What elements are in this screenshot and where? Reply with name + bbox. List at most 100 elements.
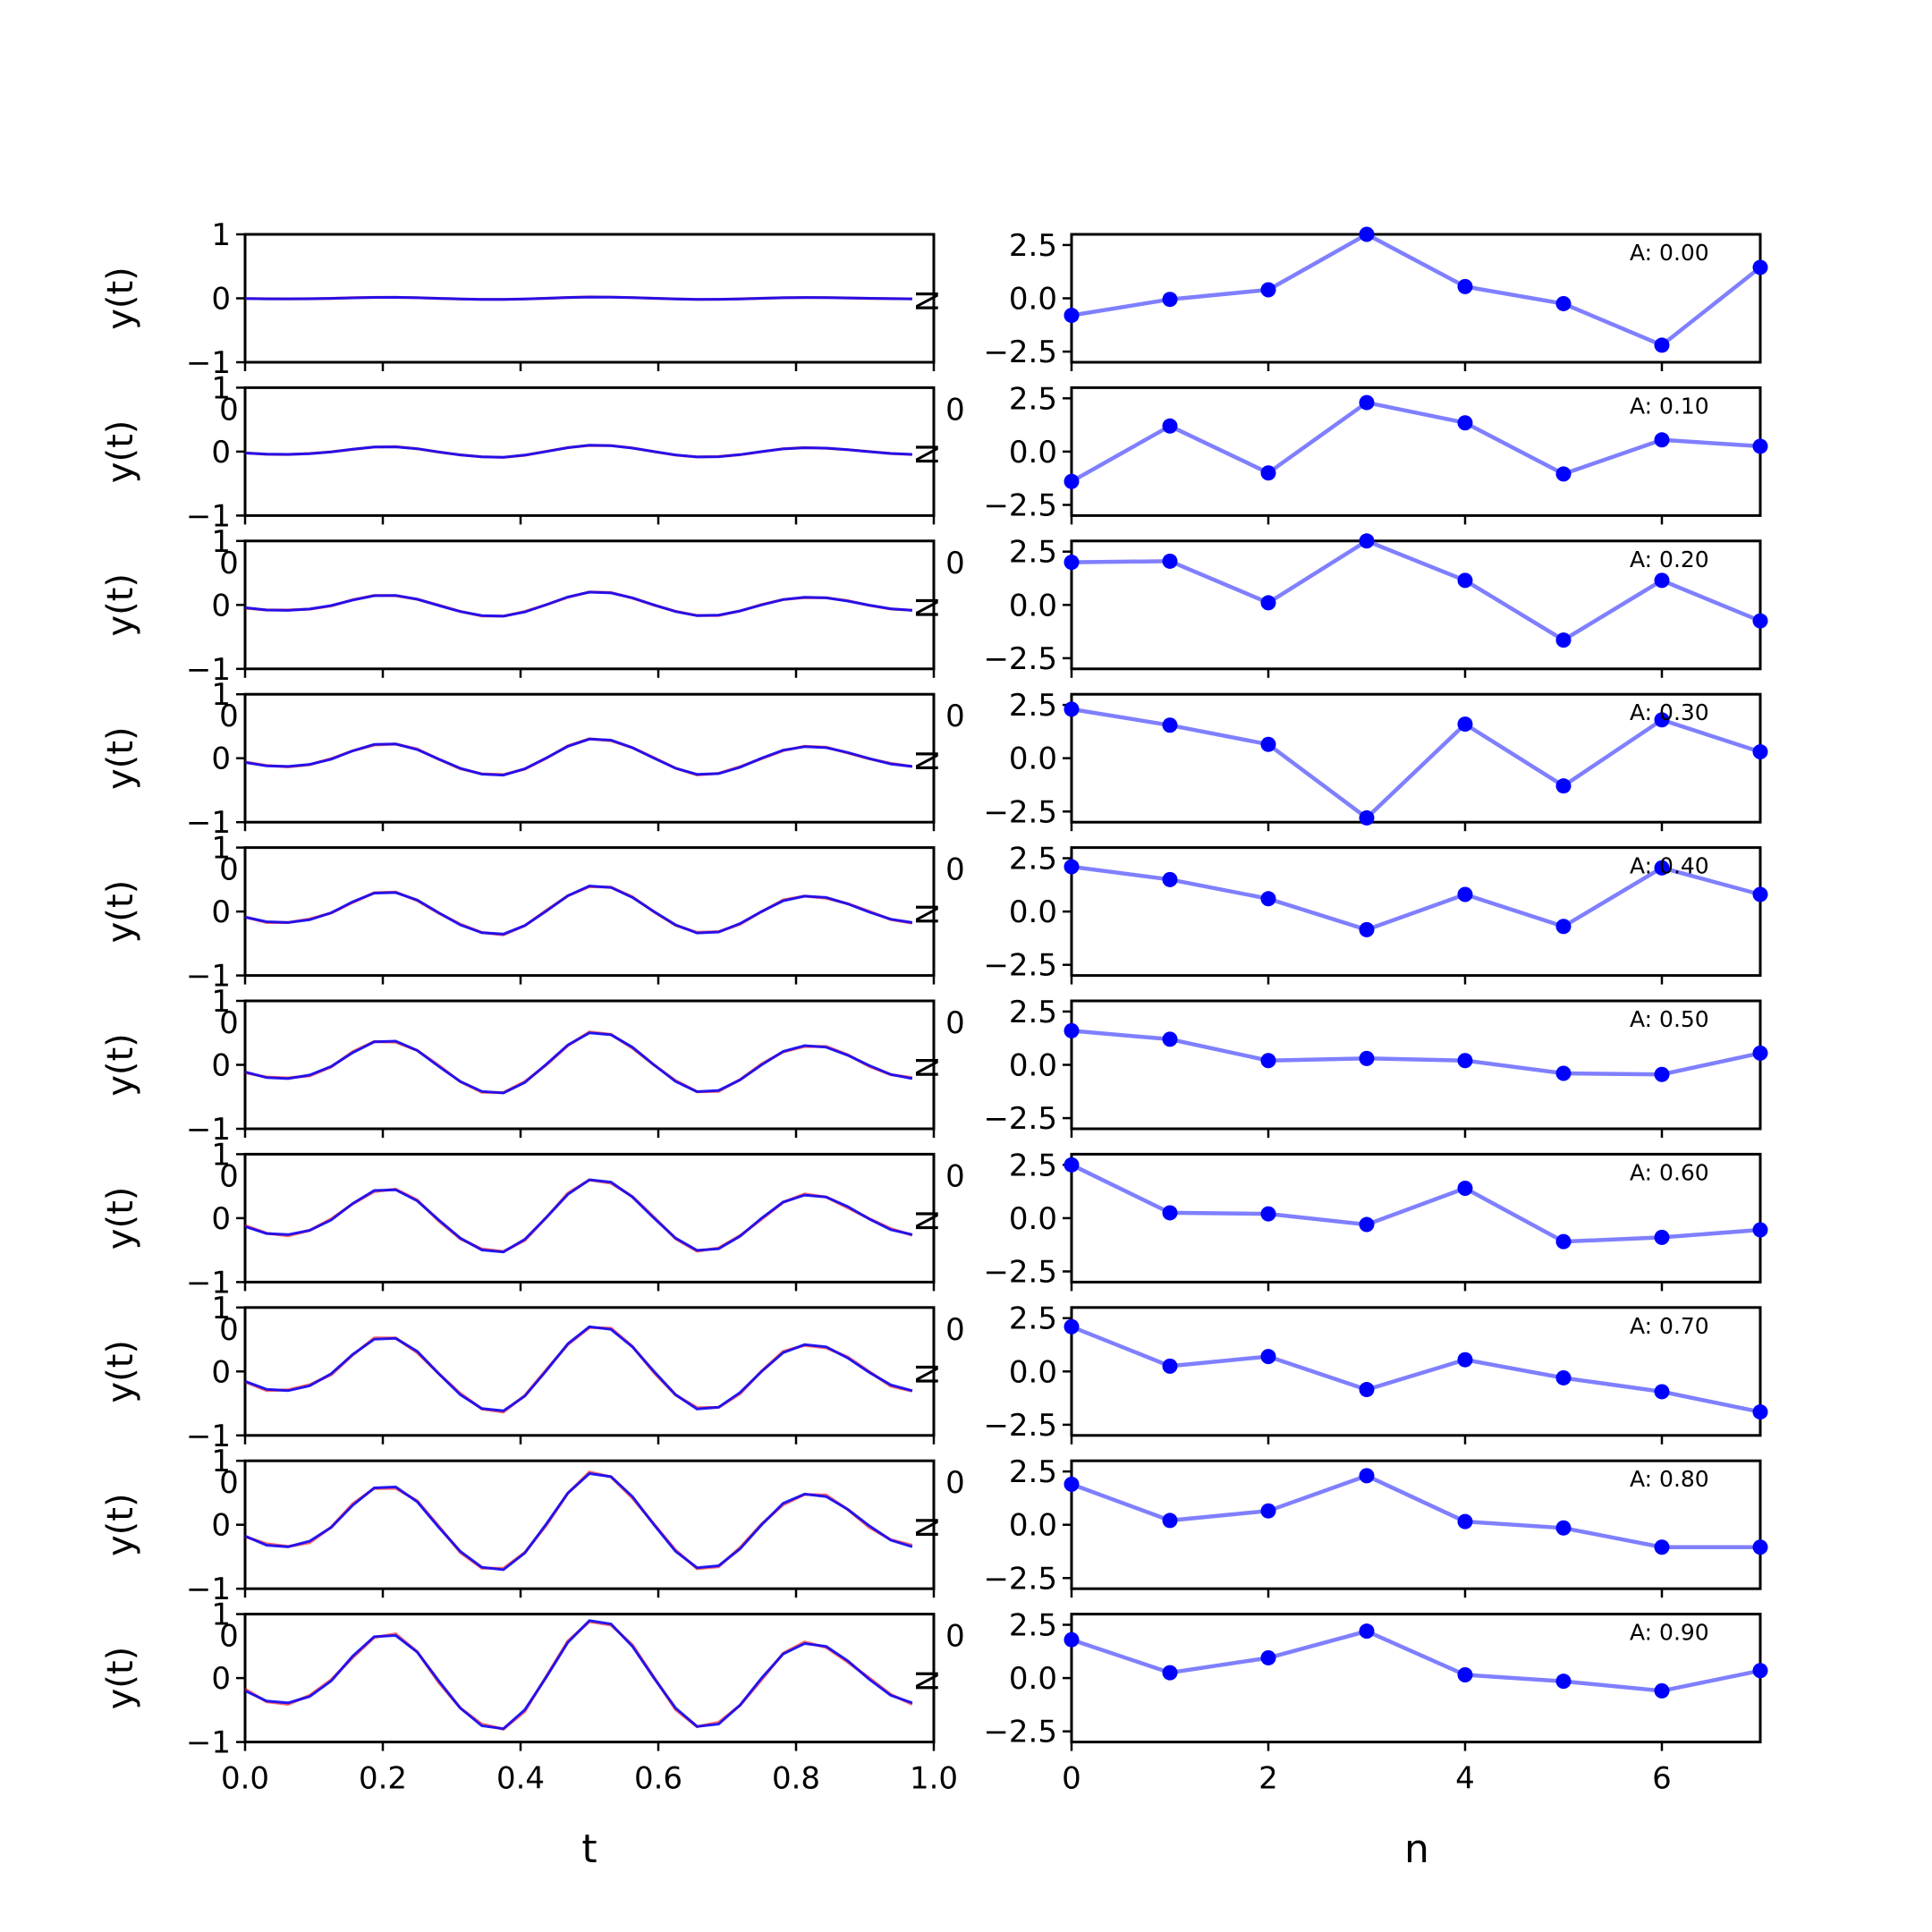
right-subplot: −2.5 0.0 2.5 0 A: 0.50 (945, 995, 1768, 1138)
data-point (1752, 438, 1768, 454)
y-tick-label: 0 (211, 1354, 231, 1390)
x-tick-label: 0.0 (221, 1761, 269, 1797)
overlap-tick-label: 0 (945, 546, 965, 581)
data-point (1752, 886, 1768, 902)
y-tick-label: 1 (211, 677, 231, 713)
y-axis-label: y(t) (100, 1647, 141, 1710)
data-point (1359, 1216, 1375, 1233)
right-subplot: −2.5 0.0 2.5 0 A: 0.60 (945, 1148, 1768, 1292)
data-point (1063, 473, 1080, 489)
amplitude-annotation: A: 0.60 (1630, 1159, 1709, 1185)
data-point (1752, 1222, 1768, 1238)
y-tick-label: 2.5 (1009, 228, 1057, 264)
y-tick-label: −1 (186, 345, 231, 381)
data-point (1555, 295, 1572, 311)
data-point (1162, 292, 1178, 308)
y-axis-label: y(t) (100, 726, 141, 790)
data-point (1555, 1520, 1572, 1536)
data-point (1457, 886, 1473, 902)
data-point (1359, 809, 1375, 826)
y-axis-label: y(t) (100, 420, 141, 484)
x-tick-label: 0.6 (634, 1761, 682, 1797)
overlap-tick-label: 0 (945, 1619, 965, 1655)
data-point (1359, 1468, 1375, 1484)
overlap-tick-label: 0 (945, 699, 965, 734)
y-tick-label: −1 (186, 1112, 231, 1148)
y-tick-label: 2.5 (1009, 535, 1057, 571)
y-axis-label: y(t) (100, 1187, 141, 1250)
axis-marker-label: N (908, 1056, 944, 1079)
data-point (1260, 1349, 1276, 1365)
y-tick-label: −1 (186, 1265, 231, 1301)
right-subplot: −2.5 0.0 2.5 A: 0.00 (983, 226, 1768, 371)
overlap-tick-label: 0 (219, 1158, 239, 1194)
signal-line-blue (244, 444, 912, 459)
data-point (1654, 1384, 1670, 1400)
right-subplot: −2.5 0.0 2.5 0 A: 0.80 (945, 1454, 1768, 1598)
y-tick-label: 0.0 (1009, 1354, 1057, 1390)
x-tick-label: 0.8 (772, 1761, 820, 1797)
y-tick-label: 0 (211, 1048, 231, 1084)
data-point (1555, 919, 1572, 935)
series-line (1070, 400, 1761, 484)
data-point (1359, 1623, 1375, 1640)
right-subplot: −2.5 0.0 2.5 0 A: 0.40 (945, 842, 1768, 985)
data-point (1260, 1053, 1276, 1069)
y-axis-label: y(t) (100, 880, 141, 944)
data-point (1654, 1229, 1670, 1245)
y-tick-label: 2.5 (1009, 842, 1057, 877)
y-axis-label: y(t) (100, 1340, 141, 1403)
data-point (1162, 1205, 1178, 1221)
y-tick-label: 2.5 (1009, 688, 1057, 724)
y-tick-label: 1 (211, 1597, 231, 1633)
y-tick-label: −1 (186, 805, 231, 841)
signal-line-blue (244, 1325, 913, 1412)
amplitude-annotation: A: 0.40 (1630, 853, 1709, 879)
data-point (1162, 1665, 1178, 1681)
y-tick-label: −2.5 (983, 1715, 1057, 1750)
y-tick-label: 1 (211, 1291, 231, 1326)
data-point (1752, 1663, 1768, 1679)
data-point (1457, 1352, 1473, 1368)
data-point (1260, 736, 1276, 752)
data-point (1162, 553, 1178, 569)
series-line (1071, 864, 1761, 932)
axis-marker-label: N (908, 1362, 944, 1385)
data-point (1359, 1050, 1375, 1066)
data-point (1162, 418, 1178, 434)
y-tick-label: −1 (186, 498, 231, 534)
y-tick-label: −2.5 (983, 794, 1057, 830)
y-tick-label: 0.0 (1009, 1661, 1057, 1697)
right-subplot-column: −2.50.02.5 A: 0.00−2.50.02.50 A: 0.10−2.50… (945, 226, 1768, 1797)
axis-marker-label: N (908, 750, 944, 772)
y-tick-label: 0.0 (1009, 588, 1057, 623)
amplitude-annotation: A: 0.70 (1630, 1313, 1709, 1339)
overlap-tick-label: 0 (219, 1465, 239, 1501)
overlap-tick-label: 0 (219, 1312, 239, 1348)
y-tick-label: 0 (211, 435, 231, 470)
data-point (1457, 278, 1473, 294)
y-tick-label: −2.5 (983, 1408, 1057, 1444)
data-point (1063, 1318, 1080, 1335)
data-point (1555, 778, 1572, 794)
data-point (1555, 1369, 1572, 1385)
y-tick-label: 2.5 (1009, 381, 1057, 417)
data-point (1457, 1513, 1473, 1530)
data-point (1260, 595, 1276, 611)
axis-marker-label: N (908, 443, 944, 465)
y-tick-label: 2.5 (1009, 1301, 1057, 1337)
right-subplot: −2.5 0.0 2.5 0 2 4 6 0 A: 0.90 (945, 1608, 1768, 1797)
right-subplot: −2.5 0.0 2.5 0 A: 0.30 (945, 688, 1768, 832)
series-line (1071, 1629, 1761, 1693)
axis-marker-label: N (908, 1516, 944, 1538)
y-tick-label: 0.0 (1009, 741, 1057, 777)
amplitude-annotation: A: 0.20 (1630, 547, 1709, 572)
y-tick-label: 0.0 (1009, 435, 1057, 470)
y-tick-label: 0.0 (1009, 1048, 1057, 1084)
data-point (1752, 1045, 1768, 1061)
y-axis-label: y(t) (100, 1033, 141, 1097)
data-point (1654, 337, 1670, 353)
